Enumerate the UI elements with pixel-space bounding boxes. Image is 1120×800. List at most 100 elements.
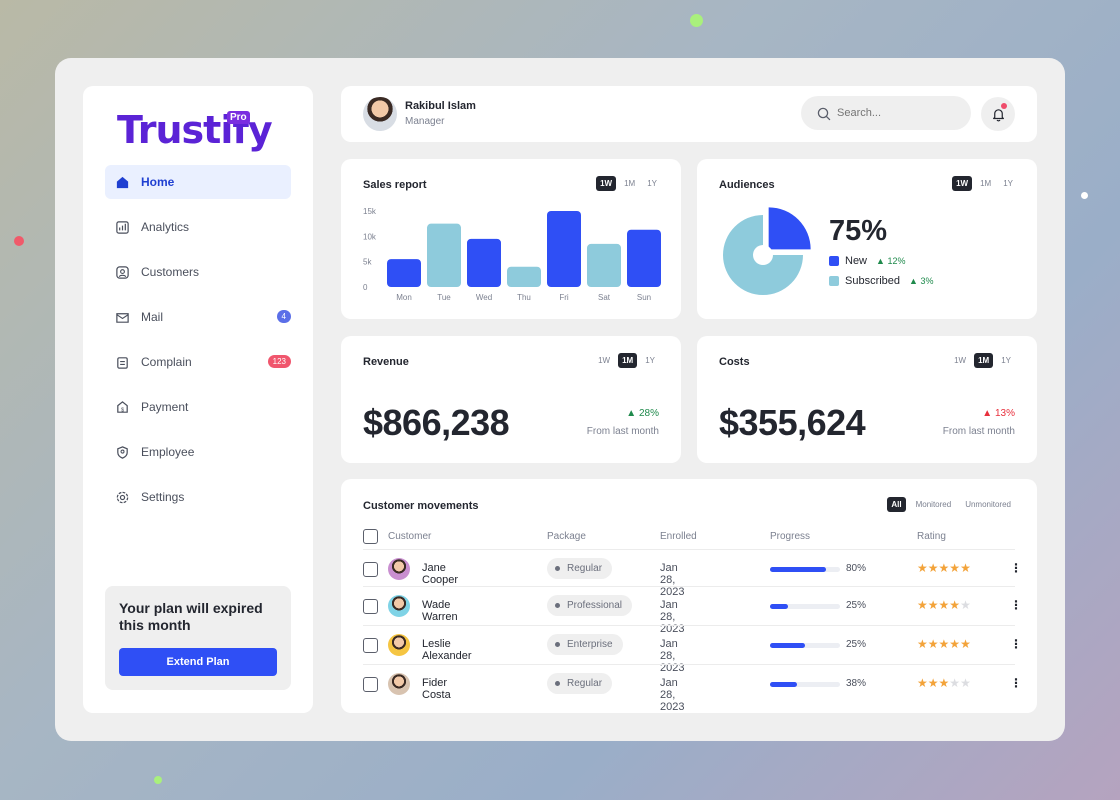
sidebar-item-customers[interactable]: Customers bbox=[105, 255, 291, 289]
audiences-tab-1m[interactable]: 1M bbox=[976, 176, 995, 191]
sidebar-item-home[interactable]: Home bbox=[105, 165, 291, 199]
sidebar-item-payment[interactable]: $ Payment bbox=[105, 390, 291, 424]
movements-tab-unmonitored[interactable]: Unmonitored bbox=[961, 497, 1015, 512]
row-divider bbox=[363, 586, 1015, 587]
y-tick-label: 5k bbox=[363, 258, 372, 267]
bar-fri[interactable] bbox=[547, 211, 581, 287]
column-enrolled[interactable]: Enrolled bbox=[660, 531, 697, 542]
rating-stars: ★★★★★ bbox=[917, 637, 971, 651]
column-rating[interactable]: Rating bbox=[917, 531, 946, 542]
sidebar-item-analytics[interactable]: Analytics bbox=[105, 210, 291, 244]
sidebar-item-complain[interactable]: Complain 123 bbox=[105, 345, 291, 379]
x-tick-label: Thu bbox=[517, 293, 531, 302]
app-frame: Trustify Pro Home Analytics Customers Mail 4… bbox=[55, 58, 1065, 741]
down-arrow-icon: ▲ bbox=[982, 408, 995, 419]
bar-sat[interactable] bbox=[587, 243, 621, 287]
customers-icon bbox=[115, 265, 130, 280]
sales-tab-1w[interactable]: 1W bbox=[596, 176, 617, 191]
revenue-delta: ▲ 28% bbox=[626, 408, 659, 419]
user-avatar[interactable] bbox=[363, 97, 397, 131]
column-progress[interactable]: Progress bbox=[770, 531, 811, 542]
bar-sun[interactable] bbox=[627, 229, 661, 287]
bar-thu[interactable] bbox=[507, 266, 541, 287]
enrolled-date: Jan 28, 2023 bbox=[660, 562, 685, 598]
package-badge: Professional bbox=[547, 595, 633, 616]
sidebar-item-settings[interactable]: Settings bbox=[105, 480, 291, 514]
revenue-tab-1w[interactable]: 1W bbox=[594, 353, 614, 368]
user-name: Rakibul Islam bbox=[405, 100, 476, 112]
row-checkbox[interactable] bbox=[363, 677, 378, 692]
mail-icon bbox=[115, 310, 130, 325]
star-icon: ★ bbox=[917, 637, 928, 651]
audiences-tab-1w[interactable]: 1W bbox=[952, 176, 973, 191]
progress-percent: 80% bbox=[846, 563, 867, 574]
progress-bar-fill bbox=[770, 604, 788, 609]
sidebar-item-label: Home bbox=[141, 175, 175, 189]
star-icon: ★ bbox=[949, 637, 961, 651]
row-more-icon[interactable]: ⋮ bbox=[1010, 637, 1022, 651]
column-customer[interactable]: Customer bbox=[388, 531, 432, 542]
progress-percent: 38% bbox=[846, 678, 867, 689]
row-divider bbox=[363, 549, 1015, 550]
sidebar: Trustify Pro Home Analytics Customers Mail 4… bbox=[83, 86, 313, 713]
sidebar-nav: Home Analytics Customers Mail 4 Complain 123 $ P… bbox=[105, 165, 291, 525]
revenue-delta-caption: From last month bbox=[586, 426, 659, 437]
sales-tab-1y[interactable]: 1Y bbox=[643, 176, 661, 191]
legend-subscribed: Subscribed ▲ 3% bbox=[829, 275, 933, 287]
star-icon: ★ bbox=[927, 598, 939, 612]
customer-movements-card: Customer movements All Monitored Unmonitor… bbox=[341, 479, 1037, 713]
audiences-tab-1y[interactable]: 1Y bbox=[999, 176, 1017, 191]
movements-tab-all[interactable]: All bbox=[887, 497, 906, 512]
costs-tab-1w[interactable]: 1W bbox=[950, 353, 970, 368]
revenue-tab-1y[interactable]: 1Y bbox=[641, 353, 659, 368]
customer-movements-title: Customer movements bbox=[363, 500, 479, 512]
up-arrow-icon: ▲ bbox=[876, 256, 888, 266]
movements-tab-monitored[interactable]: Monitored bbox=[912, 497, 956, 512]
revenue-value: $866,238 bbox=[363, 402, 510, 443]
row-more-icon[interactable]: ⋮ bbox=[1010, 561, 1022, 575]
pie-slice-new[interactable] bbox=[768, 207, 811, 250]
select-all-checkbox[interactable] bbox=[363, 529, 378, 544]
pie-center-hole bbox=[753, 245, 773, 265]
gear-icon bbox=[115, 490, 130, 505]
audiences-card: Audiences 1W 1M 1Y 75% New ▲ 12% Subscribe… bbox=[697, 159, 1037, 319]
x-tick-label: Wed bbox=[476, 293, 492, 302]
sidebar-item-label: Payment bbox=[141, 400, 189, 414]
sidebar-item-badge: 4 bbox=[276, 310, 291, 323]
bar-wed[interactable] bbox=[467, 238, 501, 287]
legend-new: New ▲ 12% bbox=[829, 255, 905, 267]
progress-bar bbox=[770, 604, 840, 609]
search-input[interactable] bbox=[837, 104, 957, 122]
revenue-tab-1m[interactable]: 1M bbox=[618, 353, 638, 368]
row-checkbox[interactable] bbox=[363, 638, 378, 653]
customer-name[interactable]: Jane Cooper bbox=[422, 562, 459, 586]
costs-tabs: 1W 1M 1Y bbox=[950, 353, 1015, 368]
progress-bar bbox=[770, 567, 840, 572]
customer-name[interactable]: Leslie Alexander bbox=[422, 638, 472, 662]
star-icon: ★ bbox=[917, 676, 928, 690]
sales-tab-1m[interactable]: 1M bbox=[620, 176, 639, 191]
sales-report-tabs: 1W 1M 1Y bbox=[596, 176, 661, 191]
row-more-icon[interactable]: ⋮ bbox=[1010, 676, 1022, 690]
row-checkbox[interactable] bbox=[363, 599, 378, 614]
row-more-icon[interactable]: ⋮ bbox=[1010, 598, 1022, 612]
brand-logo[interactable]: Trustify Pro bbox=[117, 108, 273, 152]
sidebar-item-mail[interactable]: Mail 4 bbox=[105, 300, 291, 334]
column-package[interactable]: Package bbox=[547, 531, 586, 542]
bar-mon[interactable] bbox=[387, 259, 421, 287]
row-checkbox[interactable] bbox=[363, 562, 378, 577]
notification-button[interactable] bbox=[981, 97, 1015, 131]
revenue-title: Revenue bbox=[363, 356, 409, 368]
customer-avatar bbox=[388, 634, 410, 656]
costs-tab-1m[interactable]: 1M bbox=[974, 353, 994, 368]
extend-plan-button[interactable]: Extend Plan bbox=[119, 648, 277, 676]
sidebar-item-employee[interactable]: Employee bbox=[105, 435, 291, 469]
bar-tue[interactable] bbox=[427, 223, 461, 287]
customer-name[interactable]: Fider Costa bbox=[422, 677, 451, 701]
customer-name[interactable]: Wade Warren bbox=[422, 599, 458, 623]
star-icon: ★ bbox=[949, 598, 961, 612]
star-icon: ★ bbox=[960, 561, 971, 575]
package-dot bbox=[555, 566, 560, 571]
costs-tab-1y[interactable]: 1Y bbox=[997, 353, 1015, 368]
progress-bar-fill bbox=[770, 643, 805, 648]
